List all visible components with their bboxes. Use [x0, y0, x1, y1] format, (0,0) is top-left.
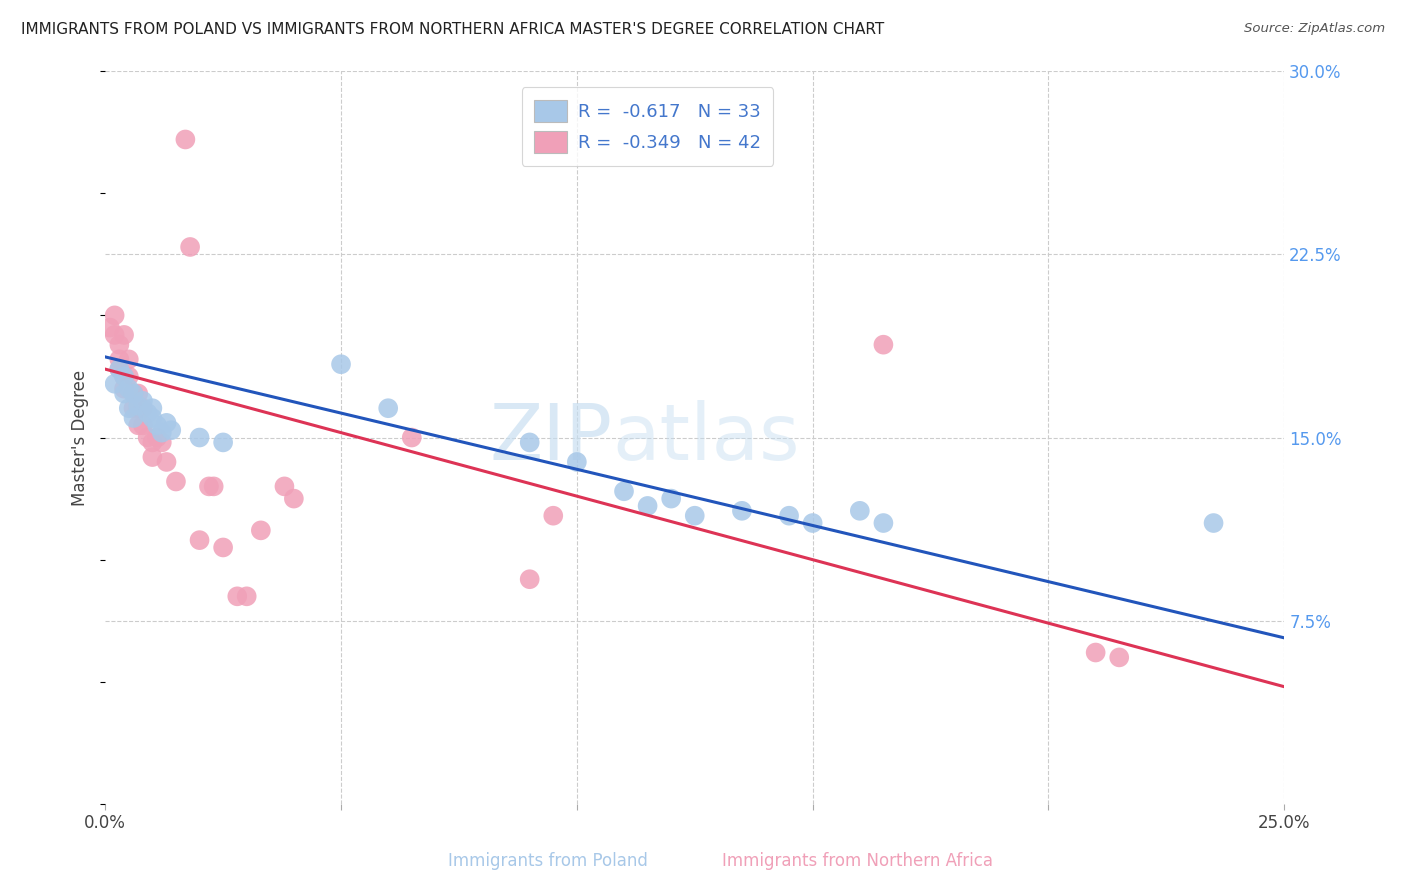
Text: ZIP: ZIP	[489, 400, 612, 475]
Point	[198, 479, 221, 493]
Point	[179, 240, 201, 254]
Point	[377, 401, 399, 416]
Point	[108, 352, 131, 367]
Point	[188, 533, 211, 548]
Point	[112, 327, 135, 342]
Point	[543, 508, 565, 523]
Text: IMMIGRANTS FROM POLAND VS IMMIGRANTS FROM NORTHERN AFRICA MASTER'S DEGREE CORREL: IMMIGRANTS FROM POLAND VS IMMIGRANTS FRO…	[21, 22, 884, 37]
Point	[801, 516, 824, 530]
Point	[98, 320, 121, 334]
Point	[188, 430, 211, 444]
Legend: R =  -0.617   N = 33, R =  -0.349   N = 42: R = -0.617 N = 33, R = -0.349 N = 42	[522, 87, 773, 166]
Point	[108, 337, 131, 351]
Point	[155, 455, 177, 469]
Point	[136, 430, 159, 444]
Text: Immigrants from Poland: Immigrants from Poland	[449, 852, 648, 870]
Point	[122, 401, 145, 416]
Point	[132, 393, 155, 408]
Point	[146, 418, 169, 433]
Point	[104, 327, 127, 342]
Point	[104, 309, 127, 323]
Point	[613, 484, 636, 499]
Point	[122, 386, 145, 401]
Point	[235, 590, 257, 604]
Point	[141, 401, 163, 416]
Point	[401, 430, 423, 444]
Point	[519, 572, 541, 586]
Point	[118, 401, 141, 416]
Point	[112, 369, 135, 384]
Point	[519, 435, 541, 450]
Point	[112, 386, 135, 401]
Point	[160, 423, 183, 437]
Point	[155, 416, 177, 430]
Point	[118, 382, 141, 396]
Point	[872, 516, 894, 530]
Point	[174, 132, 197, 146]
Point	[146, 430, 169, 444]
Text: Source: ZipAtlas.com: Source: ZipAtlas.com	[1244, 22, 1385, 36]
Point	[1202, 516, 1225, 530]
Point	[150, 435, 173, 450]
Point	[283, 491, 305, 506]
Point	[118, 369, 141, 384]
Point	[127, 401, 149, 416]
Point	[136, 406, 159, 420]
Point	[565, 455, 588, 469]
Point	[127, 418, 149, 433]
Point	[104, 376, 127, 391]
Y-axis label: Master's Degree: Master's Degree	[72, 369, 89, 506]
Point	[226, 590, 249, 604]
Point	[127, 386, 149, 401]
Point	[122, 411, 145, 425]
Point	[108, 362, 131, 376]
Point	[849, 504, 872, 518]
Point	[212, 435, 235, 450]
Text: atlas: atlas	[612, 400, 800, 475]
Point	[659, 491, 682, 506]
Point	[637, 499, 659, 513]
Point	[112, 382, 135, 396]
Point	[150, 425, 173, 440]
Point	[1108, 650, 1130, 665]
Point	[165, 475, 187, 489]
Point	[112, 369, 135, 384]
Point	[872, 337, 894, 351]
Point	[778, 508, 800, 523]
Point	[212, 541, 235, 555]
Point	[141, 411, 163, 425]
Point	[118, 352, 141, 367]
Point	[330, 357, 353, 371]
Point	[141, 435, 163, 450]
Point	[250, 524, 273, 538]
Point	[132, 401, 155, 416]
Point	[683, 508, 706, 523]
Point	[273, 479, 295, 493]
Point	[108, 362, 131, 376]
Point	[202, 479, 225, 493]
Point	[127, 399, 149, 413]
Point	[1084, 646, 1107, 660]
Point	[132, 418, 155, 433]
Point	[122, 386, 145, 401]
Text: Immigrants from Northern Africa: Immigrants from Northern Africa	[723, 852, 993, 870]
Point	[141, 450, 163, 464]
Point	[731, 504, 754, 518]
